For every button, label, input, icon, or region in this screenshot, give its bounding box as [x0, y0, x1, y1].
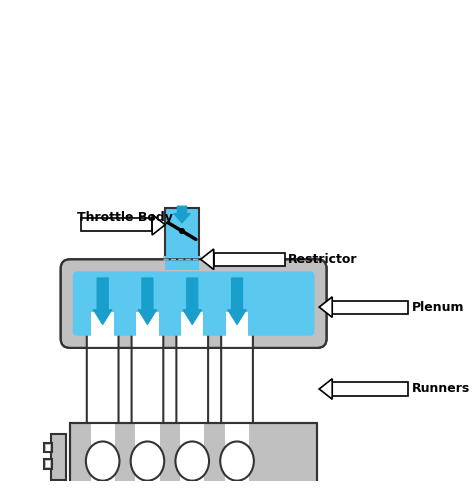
Polygon shape	[201, 249, 214, 269]
Bar	[165, 256, 199, 270]
Bar	[135, 423, 160, 493]
Bar	[91, 312, 114, 341]
Ellipse shape	[131, 441, 164, 481]
Text: Runners: Runners	[411, 382, 470, 395]
FancyBboxPatch shape	[221, 330, 253, 426]
FancyArrow shape	[173, 206, 191, 223]
Text: Restrictor: Restrictor	[288, 253, 358, 266]
Bar	[332, 382, 408, 395]
Bar	[136, 312, 159, 341]
FancyArrow shape	[138, 278, 157, 325]
Text: Plenum: Plenum	[411, 301, 464, 314]
FancyArrow shape	[93, 278, 112, 325]
Bar	[165, 208, 199, 259]
Bar	[44, 460, 52, 469]
Bar	[44, 443, 52, 453]
Bar	[46, 461, 50, 467]
Circle shape	[180, 229, 184, 234]
Bar	[181, 312, 203, 341]
FancyBboxPatch shape	[73, 271, 314, 336]
Bar	[332, 301, 408, 314]
Bar	[225, 423, 249, 493]
FancyBboxPatch shape	[176, 330, 208, 426]
FancyArrow shape	[183, 278, 201, 325]
Bar	[81, 218, 152, 231]
Bar	[214, 252, 284, 266]
Bar	[164, 256, 201, 270]
Bar	[70, 423, 317, 493]
Ellipse shape	[220, 441, 254, 481]
Polygon shape	[319, 297, 332, 317]
Bar	[180, 423, 204, 493]
Polygon shape	[152, 215, 165, 235]
FancyBboxPatch shape	[61, 259, 327, 348]
FancyArrow shape	[228, 278, 246, 325]
FancyBboxPatch shape	[132, 330, 164, 426]
Bar	[226, 312, 248, 341]
Bar	[91, 423, 115, 493]
Polygon shape	[319, 378, 332, 399]
Ellipse shape	[86, 441, 119, 481]
FancyBboxPatch shape	[87, 330, 118, 426]
Ellipse shape	[175, 441, 209, 481]
Bar	[51, 434, 66, 481]
Bar	[46, 445, 50, 451]
Text: Throttle Body: Throttle Body	[77, 211, 173, 224]
Bar	[70, 423, 317, 493]
